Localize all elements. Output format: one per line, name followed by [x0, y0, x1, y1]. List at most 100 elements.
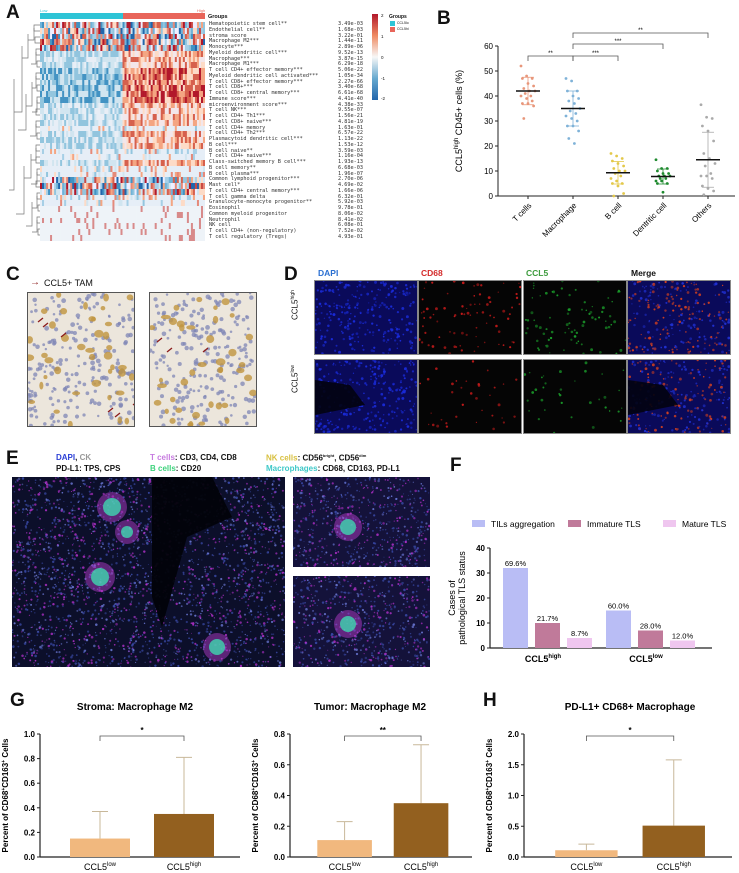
dapi-label: DAPI	[56, 453, 76, 462]
legend-swatch-high	[390, 27, 395, 32]
heatmap-row	[40, 206, 205, 212]
nkcells-markers: : CD56	[297, 453, 323, 463]
e-legend-line2: PD-L1: TPS, CPS	[56, 464, 121, 473]
panel-letter-a: A	[6, 2, 20, 23]
heatmap-row-pvalue: 4.41e-40	[338, 95, 363, 102]
heatmap-row-pvalue: 6.68e-03	[338, 164, 363, 171]
sup: dim	[359, 453, 367, 458]
heatmap-row-label: B cell naive**	[209, 147, 253, 154]
heatmap-row-label: Myeloid dendritic cell***	[209, 49, 288, 56]
legend-label-high: CCL5hi	[397, 27, 409, 31]
heatmap-row	[40, 171, 205, 178]
heatmap-row	[40, 165, 205, 172]
heatmap-row-label: T cell CD8+***	[209, 84, 253, 91]
heatmap-row-label: stroma score	[209, 32, 247, 39]
svg-text:10: 10	[484, 167, 493, 176]
heatmap-row-label: T cell CD4+ (non-regulatory)	[209, 228, 297, 234]
heatmap-row-pvalue: 5.06e-22	[338, 67, 363, 73]
if-image-tile	[627, 359, 731, 434]
heatmap-row-pvalue: 1.93e-13	[338, 159, 363, 165]
heatmap-row-pvalue: 1.56e-21	[338, 113, 363, 119]
heatmap-row	[40, 22, 205, 28]
heatmap-row	[40, 188, 205, 195]
heatmap-row-pvalue: 2.70e-06	[338, 176, 363, 183]
heatmap-row	[40, 119, 205, 126]
col-label-merge: Merge	[631, 268, 657, 278]
heatmap-row-label: Granulocyte-monocyte progenitor**	[209, 199, 313, 206]
heatmap-row-pvalue: 6.57e-22	[338, 130, 363, 137]
svg-text:Dentritic cell: Dentritic cell	[631, 201, 668, 238]
heatmap-row-label: Hematopoietic stem cell**	[209, 21, 288, 27]
ihc-texture	[150, 293, 256, 426]
heatmap-row-pvalue: 3.49e-03	[338, 21, 363, 27]
heatmap-row	[40, 183, 205, 189]
heatmap-row-pvalue: 1.13e-22	[338, 136, 363, 142]
svg-text:T cells: T cells	[511, 201, 534, 224]
heatmap-row	[40, 194, 205, 201]
heatmap-row-label: T cell NK***	[209, 107, 247, 114]
heatmap-row	[40, 85, 205, 92]
heatmap-row	[40, 56, 205, 63]
heatmap-row-pvalue: 2.27e-66	[338, 78, 363, 85]
scale-tick: 0	[381, 55, 384, 60]
heatmap-row	[40, 73, 205, 80]
svg-text:Macrophage: Macrophage	[541, 201, 579, 239]
multiplex-texture	[293, 576, 430, 667]
heatmap-row-pvalue: 6.08e-01	[338, 222, 363, 229]
heatmap-row-pvalue: 9.52e-13	[338, 49, 363, 56]
heatmap-row	[40, 154, 205, 161]
heatmap-row-pvalue: 1.05e-34	[338, 72, 363, 79]
heatmap-row-pvalue: 1.63e-01	[338, 124, 363, 131]
tcells-markers: : CD3, CD4, CD8	[174, 453, 237, 462]
panel-letter-g: G	[10, 690, 25, 711]
heatmap-row-pvalue: 6.61e-68	[338, 90, 363, 96]
heatmap-row-label: T cell CD4+ memory	[209, 124, 266, 131]
groups-header: Groups	[208, 14, 228, 20]
heatmap-row-label: NK cell	[209, 222, 231, 229]
heatmap-row	[40, 91, 205, 97]
panel-letter-c: C	[6, 264, 20, 285]
multiplex-image-zoom-1	[293, 477, 430, 567]
nkcells-legend: NK cells: CD56bright, CD56dim	[266, 453, 366, 463]
e-legend-line1: DAPI, CK	[56, 453, 91, 462]
heatmap-row	[40, 114, 205, 120]
heatmap-row-label: Macrophage M1***	[209, 61, 259, 68]
heatmap-row-label: T cell CD8+ naive***	[209, 118, 272, 125]
heatmap-row	[40, 108, 205, 115]
heatmap-row	[40, 45, 205, 51]
heatmap-row-pvalue: 4.69e-02	[338, 182, 363, 188]
heatmap-row-pvalue: 3.22e-01	[338, 32, 363, 39]
panel-letter-f: F	[450, 455, 462, 476]
heatmap-row	[40, 50, 205, 57]
macrophages-legend: Macrophages: CD68, CD163, PD-L1	[266, 464, 400, 473]
heatmap-row-pvalue: 1.53e-12	[338, 141, 363, 148]
heatmap-row-label: Endothelial cell**	[209, 26, 266, 33]
heatmap-row-label: Eosinophil	[209, 205, 241, 211]
heatmap-row-pvalue: 7.52e-02	[338, 228, 363, 234]
heatmap-row-pvalue: 1.96e-07	[338, 170, 363, 177]
heatmap-row	[40, 234, 205, 241]
if-image-tile	[523, 280, 627, 355]
if-image-tile	[627, 280, 731, 355]
heatmap-row-pvalue: 8.06e-02	[338, 210, 363, 217]
row-label-low: CCL5low	[290, 365, 300, 393]
ihc-image-left	[27, 292, 135, 427]
heatmap-row	[40, 27, 205, 34]
heatmap-row-pvalue: 4.38e-33	[338, 101, 363, 108]
group-bar-high	[123, 13, 205, 19]
scale-tick: 2	[381, 13, 384, 18]
heatmap-row-label: Macrophage M2***	[209, 38, 259, 45]
tcells-name: T cells	[150, 453, 175, 462]
if-image-tile	[418, 280, 522, 355]
heatmap-row	[40, 148, 205, 155]
svg-text:40: 40	[484, 92, 493, 101]
nkcells-mid: , CD56	[334, 453, 360, 463]
color-scale-bar	[372, 14, 378, 100]
heatmap-row-pvalue: 1.66e-06	[338, 187, 363, 194]
bcells-name: B cells	[150, 464, 176, 473]
row-label-high: CCL5high	[290, 290, 300, 320]
heatmap-row-label: T cell CD8+ central memory***	[209, 90, 300, 96]
ck-label: CK	[79, 453, 92, 462]
heatmap-row	[40, 39, 205, 46]
heatmap-row-pvalue: 9.78e-01	[338, 205, 363, 211]
